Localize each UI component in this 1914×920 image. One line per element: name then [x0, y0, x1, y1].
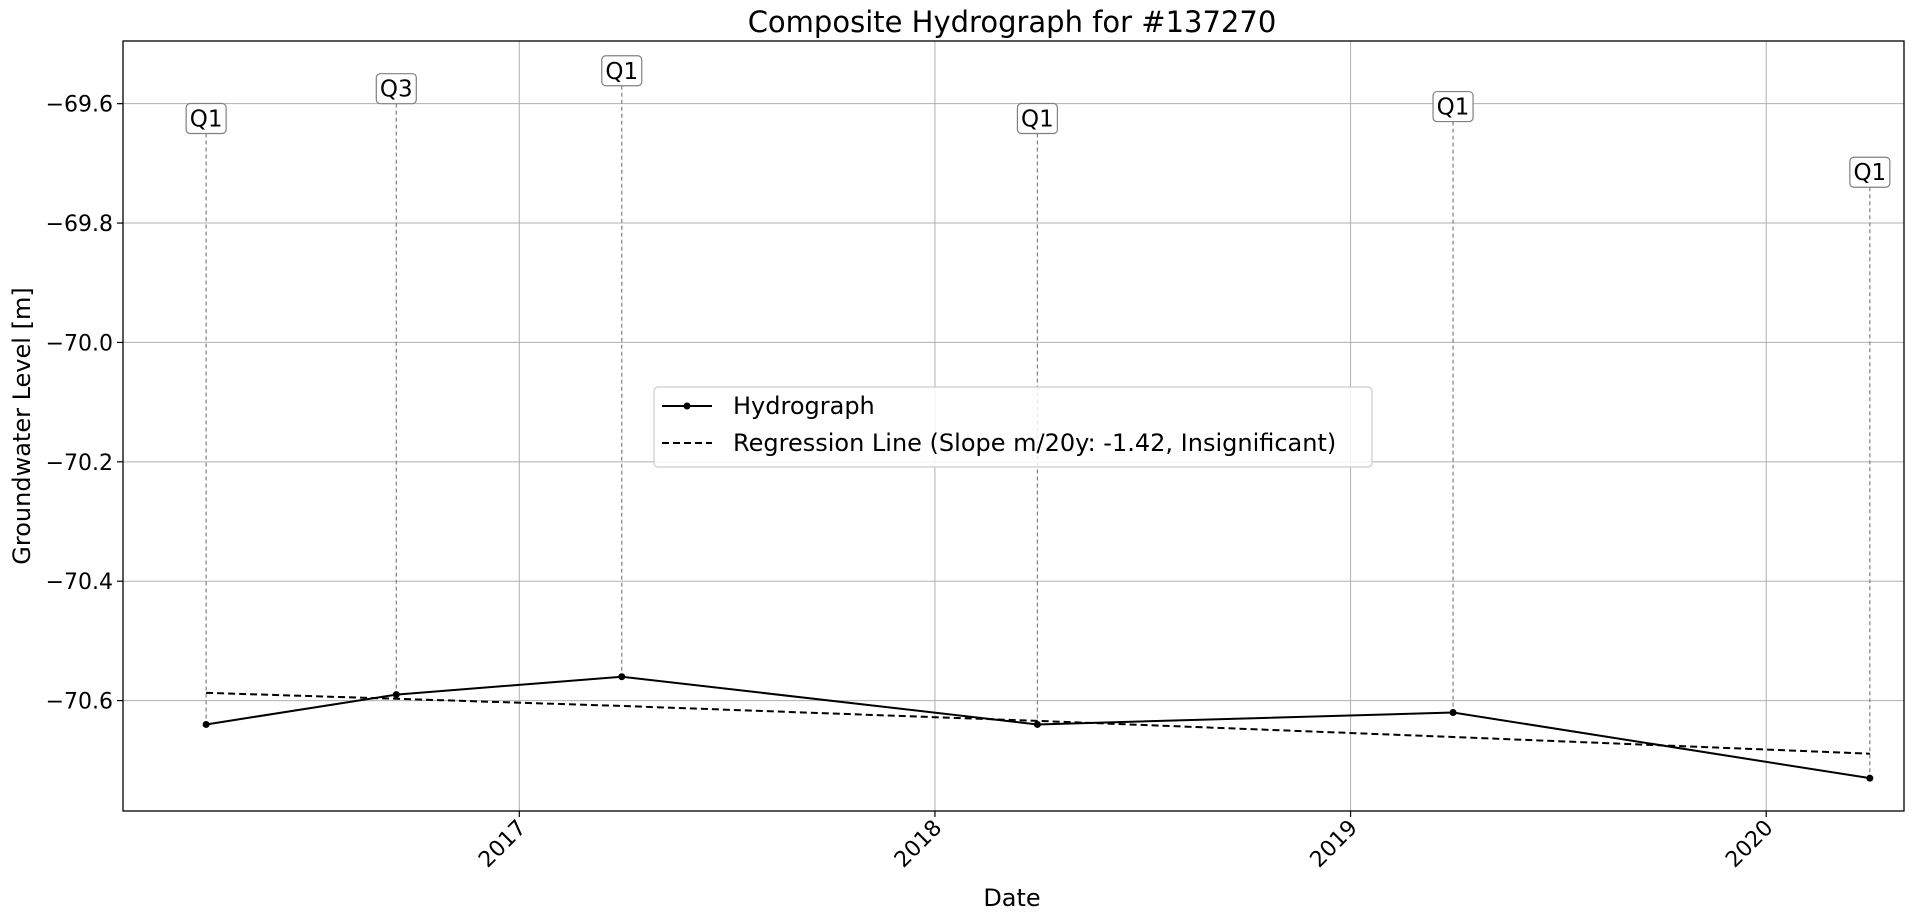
series-layer [202, 673, 1874, 782]
y-axis-label: Groundwater Level [m] [8, 287, 36, 564]
annotation-box [1849, 156, 1891, 188]
annotation-label: Q1 [1437, 95, 1470, 121]
hydrograph-point [618, 673, 626, 681]
quarter-annotations: Q1 Q3 Q1 Q1 Q1 Q1 [185, 55, 1891, 779]
annotation-label: Q1 [605, 59, 638, 85]
legend-box [653, 386, 1373, 468]
legend-hydrograph-marker [683, 402, 691, 410]
legend: Hydrograph Regression Line (Slope m/20y:… [653, 386, 1373, 468]
grid [123, 41, 1904, 811]
annotation-box [185, 102, 227, 135]
x-tick-label: 2018 [890, 816, 947, 873]
legend-regression-label: Regression Line (Slope m/20y: -1.42, Ins… [733, 429, 1336, 457]
legend-hydrograph-label: Hydrograph [733, 392, 875, 420]
annotation-label: Q1 [1853, 160, 1886, 186]
hydrograph-line [205, 675, 1870, 780]
x-axis-label: Date [983, 884, 1040, 912]
hydrograph-point [1033, 720, 1041, 728]
annotation-label: Q1 [1021, 107, 1054, 133]
y-tick-label: −70.4 [46, 570, 113, 595]
chart-title: Composite Hydrograph for #137270 [748, 5, 1277, 39]
x-tick-label: 2017 [474, 816, 531, 873]
annotation-label: Q1 [190, 107, 223, 133]
hydrograph-point [392, 691, 400, 699]
y-tick-label: −69.8 [46, 212, 113, 237]
hydrograph-point [1449, 709, 1457, 717]
y-tick-label: −70.2 [46, 451, 113, 476]
annotation-box [601, 55, 643, 87]
annotation-box [1016, 102, 1059, 135]
annotation-label: Q3 [380, 77, 413, 103]
hydrograph-point [1866, 774, 1874, 782]
annotation-box [375, 73, 417, 105]
y-axis-ticks: −69.6 −69.8 −70.0 −70.2 −70.4 −70.6 [46, 93, 123, 715]
plot-frame [122, 40, 1905, 812]
x-tick-label: 2019 [1306, 816, 1363, 873]
y-tick-label: −69.6 [46, 93, 113, 118]
regression-line [206, 691, 1870, 755]
annotation-box [1432, 90, 1474, 123]
x-axis-ticks: 2017 2018 2019 2020 [474, 811, 1778, 873]
hydrograph-point [202, 720, 210, 728]
y-tick-label: −70.6 [46, 690, 113, 715]
y-tick-label: −70.0 [46, 331, 113, 356]
x-tick-label: 2020 [1721, 816, 1778, 873]
